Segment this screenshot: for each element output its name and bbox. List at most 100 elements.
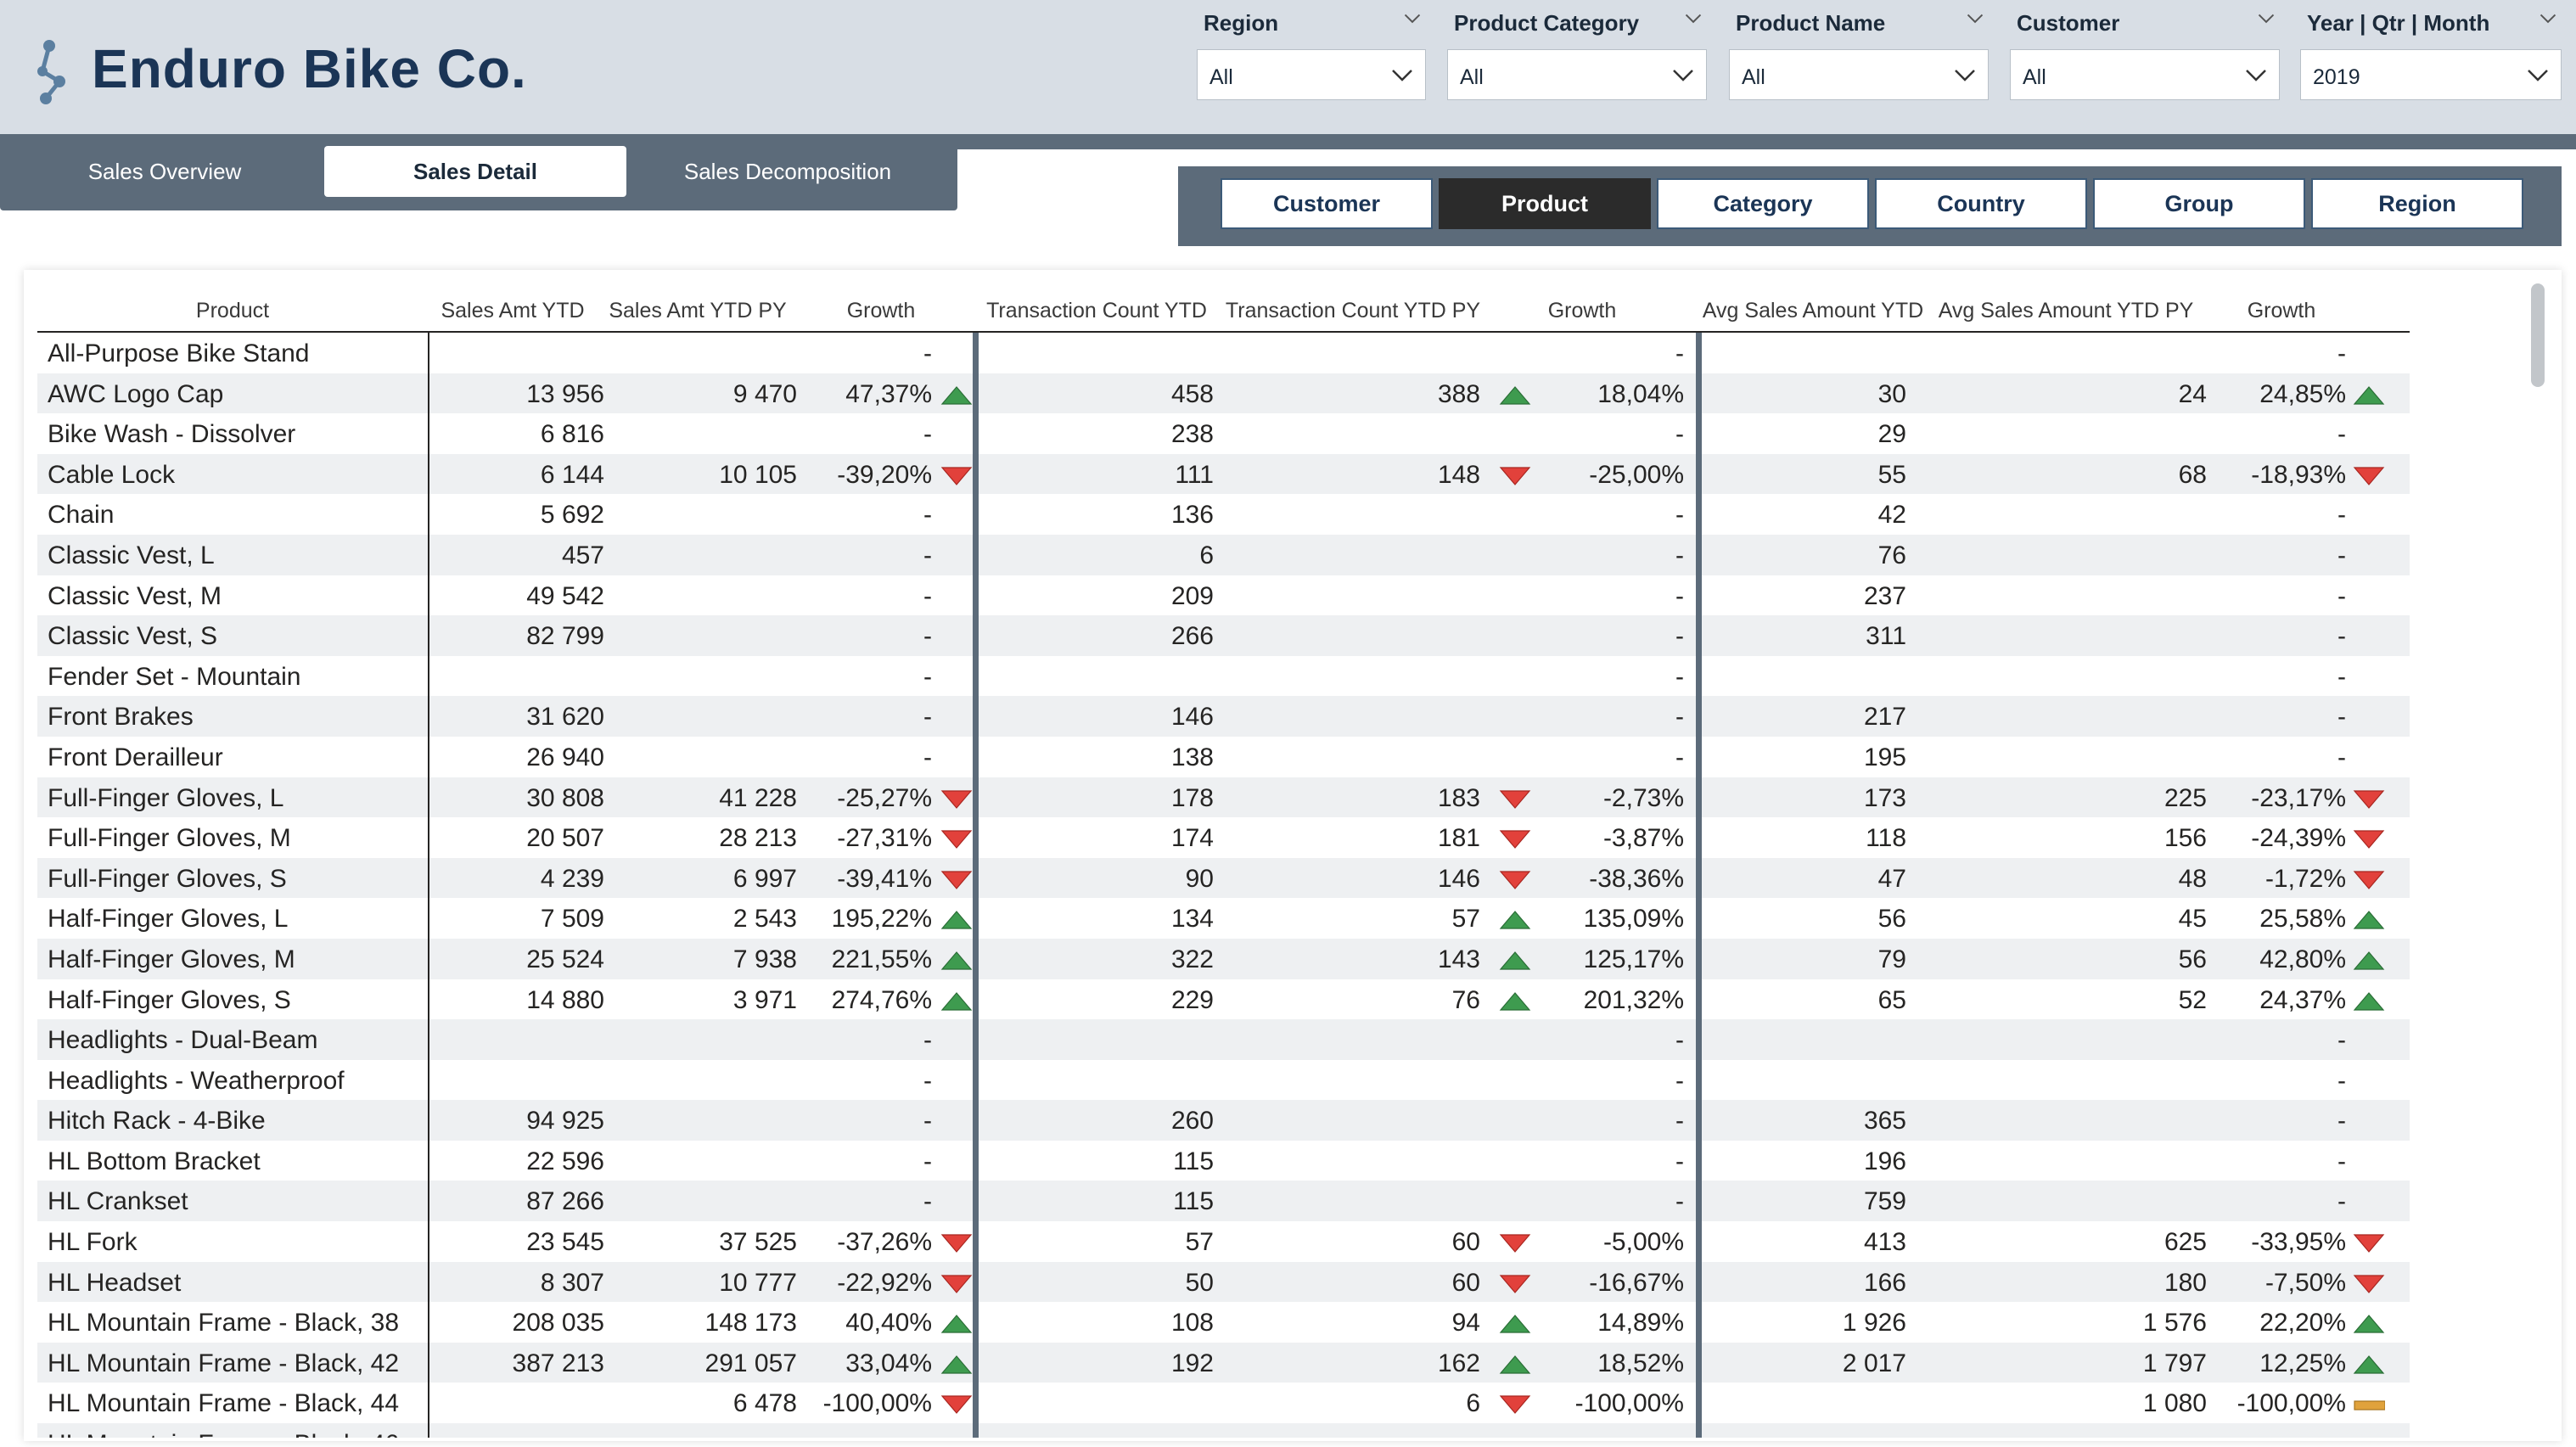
chevron-down-icon[interactable] [1404,10,1421,27]
table-row[interactable]: HL Bottom Bracket 22 596 - 115 - 196 - [37,1141,2410,1181]
value-cell: - [2337,1187,2346,1216]
column-header[interactable]: Avg Sales Amount YTD [1702,299,1924,322]
table-row[interactable]: Fender Set - Mountain - - - [37,656,2410,697]
table-row[interactable]: AWC Logo Cap 13 956 9 470 47,37% 458 388 18,04… [37,373,2410,414]
column-header[interactable]: Sales Amt YTD [441,299,585,322]
chevron-down-icon[interactable] [1967,10,1984,27]
table-row[interactable]: Headlights - Weatherproof - - - [37,1060,2410,1101]
value-cell: 94 925 [526,1107,604,1136]
table-row[interactable]: Half-Finger Gloves, L 7 509 2 543 195,22% 13… [37,898,2410,939]
table-row[interactable]: All-Purpose Bike Stand - - - [37,333,2410,373]
tab-sales-decomposition[interactable]: Sales Decomposition [683,158,892,184]
sales-detail-matrix[interactable]: Product Sales Amt YTD Sales Amt YTD PY Grow… [37,282,2410,1438]
tab-sales-overview[interactable]: Sales Overview [87,158,242,184]
column-header[interactable]: Transaction Count YTD [986,299,1207,322]
table-row[interactable]: Classic Vest, M 49 542 - 209 - 237 - [37,575,2410,616]
value-cell: 45 [2178,905,2207,934]
triangle-down-icon [1499,1395,1531,1415]
slicer-dropdown[interactable]: 2019 [2300,49,2562,100]
table-row[interactable]: HL Mountain Frame - Black, 38 208 035 148 … [37,1302,2410,1343]
table-row[interactable]: HL Mountain Frame - Black, 44 6 478 -100,0… [37,1383,2410,1423]
view-toggle-product[interactable]: Product [1439,178,1651,229]
value-cell: 49 542 [526,581,604,610]
table-row[interactable]: Hitch Rack - 4-Bike 94 925 - 260 - 365 - [37,1100,2410,1141]
triangle-down-icon [1499,789,1531,809]
value-cell: - [923,622,932,651]
chevron-down-icon[interactable] [2540,10,2556,27]
value-cell: - [1675,541,1684,569]
triangle-up-icon [940,991,973,1011]
chevron-down-icon [2528,70,2548,81]
value-cell: 30 808 [526,783,604,812]
value-cell: 111 [1175,460,1214,489]
chevron-down-icon[interactable] [2258,10,2275,27]
table-row[interactable]: Headlights - Dual-Beam - - - [37,1019,2410,1060]
table-row[interactable]: HL Crankset 87 266 - 115 - 759 - [37,1181,2410,1222]
value-cell: - [2337,622,2346,651]
chevron-down-icon [1673,70,1693,81]
value-cell: 311 [1866,622,1906,651]
table-row[interactable]: Bike Wash - Dissolver 6 816 - 238 - 29 - [37,413,2410,454]
value-cell: - [2337,339,2346,367]
value-cell: 6 [1199,541,1214,569]
table-row[interactable]: Half-Finger Gloves, M 25 524 7 938 221,55% 3… [37,938,2410,979]
table-row[interactable]: HL Headset 8 307 10 777 -22,92% 50 60 -16,67% 1… [37,1261,2410,1303]
value-cell: -38,36% [1589,864,1684,893]
column-header[interactable]: Transaction Count YTD PY [1225,299,1481,322]
value-cell: 8 307 [540,1268,604,1297]
view-toggle-category[interactable]: Category [1657,178,1869,229]
column-header[interactable]: Growth [1547,299,1617,322]
table-row[interactable]: Classic Vest, L 457 - 6 - 76 - [37,534,2410,575]
value-cell: 25,58% [2259,905,2346,934]
value-cell: 115 [1173,1147,1214,1175]
value-cell: 76 [1451,985,1480,1014]
table-row[interactable]: Full-Finger Gloves, S 4 239 6 997 -39,41% 90… [37,857,2410,899]
column-header[interactable]: Growth [2247,299,2316,322]
value-cell: 13 956 [526,379,604,408]
table-row[interactable]: HL Mountain Frame - Black, 46 [37,1423,2410,1438]
view-toggle-group[interactable]: Group [2093,178,2305,229]
value-cell: 4 239 [540,864,604,893]
product-name-cell: Classic Vest, M [48,581,222,610]
column-header[interactable]: Growth [846,299,916,322]
column-header[interactable]: Product [195,299,270,322]
slicer-dropdown[interactable]: All [2010,49,2280,100]
value-cell: 50 [1185,1268,1214,1297]
chevron-down-icon[interactable] [1685,10,1702,27]
triangle-up-icon [1499,1315,1531,1333]
triangle-up-icon [2353,1315,2385,1333]
table-row[interactable]: Full-Finger Gloves, L 30 808 41 228 -25,27%… [37,777,2410,818]
table-row[interactable]: Front Derailleur 26 940 - 138 - 195 - [37,737,2410,777]
slicer-dropdown[interactable]: All [1729,49,1989,100]
table-row[interactable]: Cable Lock 6 144 10 105 -39,20% 111 148 -25,00… [37,453,2410,495]
table-row[interactable]: Front Brakes 31 620 - 146 - 217 - [37,696,2410,737]
view-toggle-region[interactable]: Region [2311,178,2523,229]
value-cell: 18,52% [1597,1349,1684,1377]
value-cell: 42 [1877,501,1906,530]
table-scrollbar[interactable] [2531,283,2545,387]
view-toggle-customer[interactable]: Customer [1221,178,1433,229]
value-cell: -24,39% [2251,824,2346,853]
triangle-down-icon [2353,467,2385,485]
value-cell: 1 797 [2142,1349,2207,1377]
table-row[interactable]: Full-Finger Gloves, M 20 507 28 213 -27,31%… [37,817,2410,858]
table-row[interactable]: Chain 5 692 - 136 - 42 - [37,494,2410,535]
slicer-dropdown[interactable]: All [1447,49,1707,100]
slicer-dropdown[interactable]: All [1197,49,1426,100]
table-row[interactable]: HL Mountain Frame - Black, 42 387 213 291 … [37,1342,2410,1383]
value-cell: 365 [1863,1107,1906,1136]
value-cell: - [923,339,932,367]
product-name-cell: Bike Wash - Dissolver [48,420,296,449]
table-row[interactable]: HL Fork 23 545 37 525 -37,26% 57 60 -5,00% 413 6… [37,1221,2410,1262]
slicer-title: Product Name [1736,10,1886,36]
column-header[interactable]: Sales Amt YTD PY [609,299,787,322]
table-row[interactable]: Half-Finger Gloves, S 14 880 3 971 274,76% 2… [37,979,2410,1020]
column-header[interactable]: Avg Sales Amount YTD PY [1938,299,2194,322]
value-cell: -23,17% [2251,783,2346,812]
table-row[interactable]: Classic Vest, S 82 799 - 266 - 311 - [37,615,2410,656]
product-name-cell: Half-Finger Gloves, S [48,985,291,1014]
value-cell: 118 [1866,824,1906,853]
tab-sales-detail[interactable]: Sales Detail [324,146,626,197]
view-toggle-country[interactable]: Country [1875,178,2087,229]
value-cell: 82 799 [526,622,604,651]
